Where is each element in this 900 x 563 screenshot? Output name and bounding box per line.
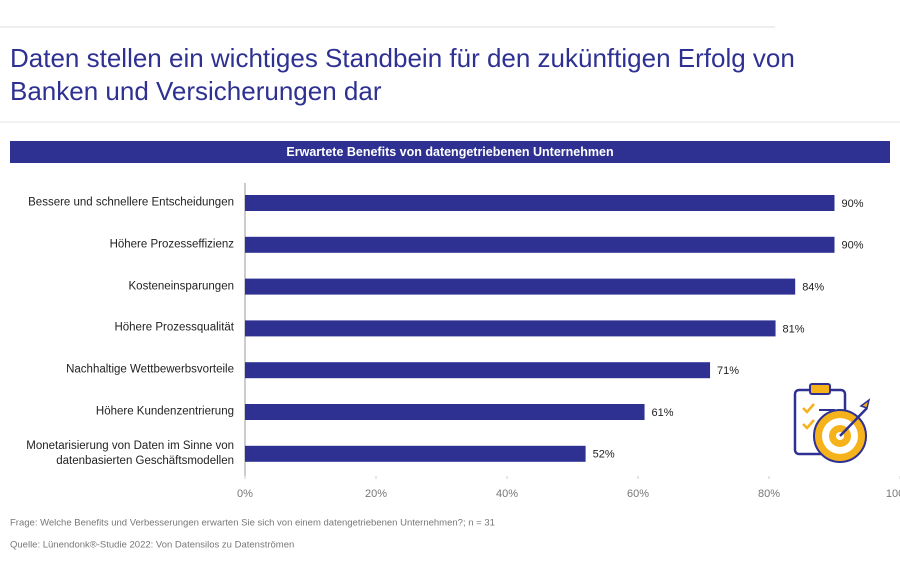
bar (245, 195, 835, 211)
x-tick-label: 0% (237, 488, 253, 500)
value-label: 81% (783, 323, 805, 335)
x-tick-label: 20% (365, 488, 387, 500)
x-tick-label: 60% (627, 488, 649, 500)
category-label: Kosteneinsparungen (128, 280, 235, 293)
bar (245, 320, 776, 337)
x-tick-label: 80% (758, 488, 780, 500)
chart-subtitle: Erwartete Benefits von datengetriebenen … (286, 145, 613, 159)
value-label: 90% (842, 198, 864, 210)
category-label: Höhere Prozesseffizienz (109, 238, 234, 251)
bar (245, 362, 711, 379)
category-label: Höhere Prozessqualität (114, 321, 234, 334)
value-label: 52% (593, 449, 615, 461)
bar (245, 278, 796, 295)
chart-title-line-2: Banken und Versicherungen dar (10, 76, 382, 106)
banner (10, 141, 890, 163)
value-label: 84% (802, 282, 824, 294)
value-label: 90% (842, 240, 864, 252)
category-label: Höhere Kundenzentrierung (95, 405, 234, 418)
category-label: Monetarisierung von Daten im Sinne von d… (26, 439, 234, 467)
x-tick-label: 40% (496, 488, 518, 500)
bar (245, 236, 835, 253)
chart-title-line-1: Daten stellen ein wichtiges Standbein fü… (10, 43, 795, 73)
footnote: Frage: Welche Benefits und Verbesserunge… (10, 518, 495, 529)
category-label: Nachhaltige Wettbewerbsvorteile (66, 363, 234, 376)
x-tick-label: 100% (886, 488, 900, 500)
category-label: Bessere und schnellere Entscheidungen (28, 196, 234, 209)
source: Quelle: Lünendonk®-Studie 2022: Von Date… (10, 540, 294, 551)
bar (245, 445, 586, 462)
value-label: 61% (652, 407, 674, 419)
bar (245, 404, 645, 420)
value-label: 71% (717, 365, 739, 377)
target-icon (793, 383, 871, 463)
